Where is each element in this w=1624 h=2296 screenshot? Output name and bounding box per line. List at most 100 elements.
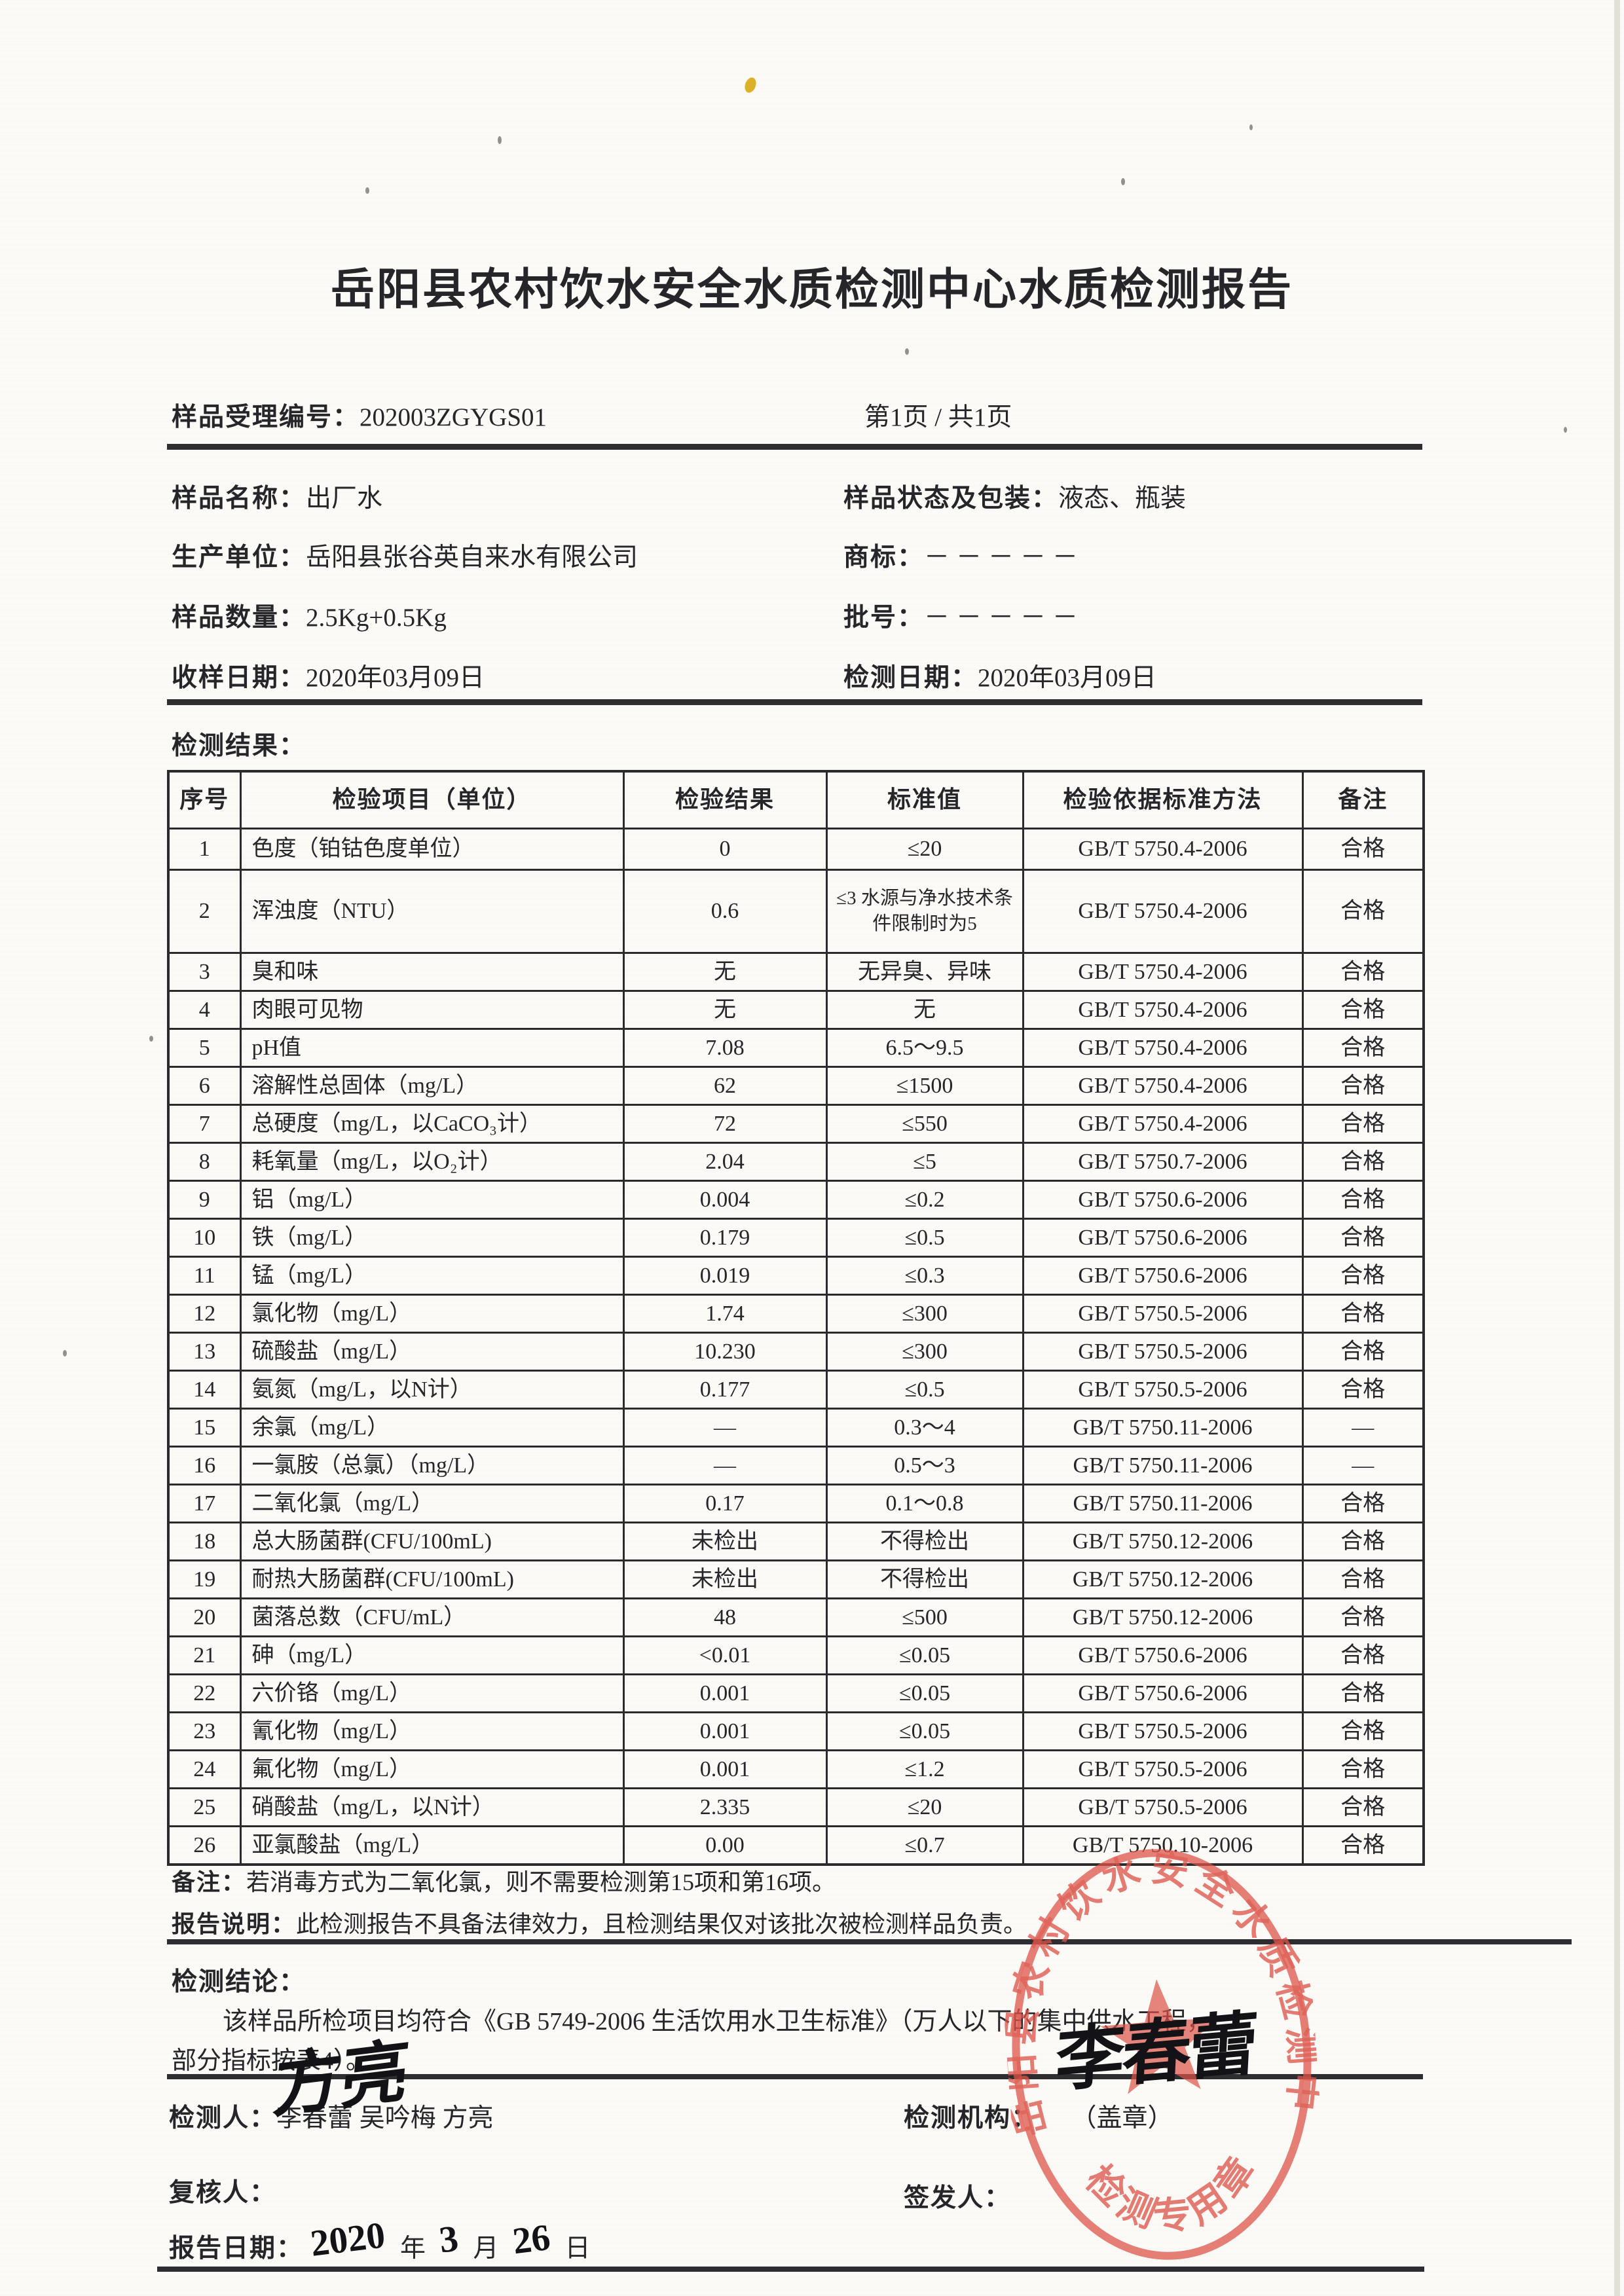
col-remark: 合格 bbox=[1301, 1104, 1425, 1144]
col-remark: 合格 bbox=[1301, 1522, 1425, 1561]
issuer-label: 签发人： bbox=[904, 2184, 1012, 2212]
col-remark: 合格 bbox=[1301, 1635, 1425, 1675]
col-result: 无 bbox=[622, 952, 828, 992]
col-item: 臭和味 bbox=[239, 952, 625, 992]
col-method: GB/T 5750.5-2006 bbox=[1022, 1332, 1304, 1372]
col-result: 0.179 bbox=[622, 1218, 828, 1258]
col-index: 15 bbox=[167, 1408, 242, 1448]
col-item: 余氯（mg/L） bbox=[239, 1408, 625, 1448]
col-method: GB/T 5750.12-2006 bbox=[1022, 1522, 1304, 1561]
sample-no-value: 202003ZGYGS01 bbox=[360, 403, 547, 431]
results-table-wrap: 序号 检验项目（单位） 检验结果 标准值 检验依据标准方法 备注 1 色度（铂钴色度单位） 0… bbox=[167, 770, 1425, 1866]
col-standard: 不得检出 bbox=[825, 1559, 1024, 1599]
quantity-value: 2.5Kg+0.5Kg bbox=[306, 604, 447, 632]
scan-speck bbox=[1249, 124, 1253, 130]
package-label: 样品状态及包装： bbox=[843, 484, 1059, 513]
statement-label: 报告说明： bbox=[172, 1911, 297, 1937]
col-standard: ≤300 bbox=[825, 1294, 1024, 1334]
package-value: 液态、瓶装 bbox=[1058, 484, 1187, 513]
col-standard: ≤0.05 bbox=[825, 1635, 1024, 1675]
col-method: GB/T 5750.11-2006 bbox=[1022, 1484, 1304, 1523]
col-standard: ≤0.7 bbox=[825, 1825, 1024, 1866]
col-index: 7 bbox=[167, 1104, 242, 1144]
col-index: 13 bbox=[167, 1332, 242, 1372]
table-row: 4 肉眼可见物无无 GB/T 5750.4-2006 合格 bbox=[167, 990, 1425, 1030]
col-standard: 0.1～0.8 bbox=[825, 1484, 1024, 1523]
col-method: GB/T 5750.4-2006 bbox=[1022, 1028, 1304, 1068]
col-index: 11 bbox=[167, 1256, 242, 1296]
col-method: GB/T 5750.5-2006 bbox=[1022, 1787, 1304, 1827]
conclusion-label: 检测结论： bbox=[172, 1968, 306, 1996]
col-remark: — bbox=[1301, 1408, 1425, 1448]
reviewer-label: 复核人： bbox=[169, 2179, 277, 2207]
divider-line bbox=[167, 2074, 1423, 2079]
col-method: GB/T 5750.5-2006 bbox=[1022, 1749, 1304, 1789]
remark-text: 若消毒方式为二氧化氯，则不需要检测第15项和第16项。 bbox=[246, 1869, 836, 1895]
col-index: 8 bbox=[167, 1142, 242, 1182]
col-result: 72 bbox=[622, 1104, 828, 1144]
test-date-label: 检测日期： bbox=[843, 664, 978, 692]
batch-label: 批号： bbox=[843, 604, 925, 632]
col-result: 0.6 bbox=[622, 869, 828, 954]
table-row: 25 硝酸盐（mg/L，以N计） 2.335 ≤20 GB/T 5750.5-2006 合… bbox=[167, 1787, 1425, 1827]
table-row: 11 锰（mg/L） 0.019 ≤0.3 GB/T 5750.6-2006 合格 bbox=[167, 1256, 1425, 1296]
col-standard: 无异臭、异味 bbox=[825, 952, 1024, 992]
col-method: GB/T 5750.4-2006 bbox=[1022, 990, 1304, 1030]
col-item: 肉眼可见物 bbox=[239, 990, 625, 1030]
reviewer-signature: 方亮 bbox=[270, 2033, 413, 2126]
table-row: 2 浑浊度（NTU） 0.6 ≤3 水源与净水技术条件限制时为5 GB/T 5750.4… bbox=[167, 869, 1425, 954]
col-index: 20 bbox=[167, 1597, 242, 1637]
table-column-header: 序号 bbox=[167, 770, 242, 829]
col-result: 48 bbox=[622, 1597, 828, 1637]
batch-value: －－－－－ bbox=[924, 604, 1085, 632]
col-remark: 合格 bbox=[1301, 990, 1425, 1030]
table-row: 21 砷（mg/L） <0.01 ≤0.05 GB/T 5750.6-2006 合格 bbox=[167, 1635, 1425, 1675]
col-standard: 不得检出 bbox=[825, 1522, 1024, 1561]
col-index: 5 bbox=[167, 1028, 242, 1068]
divider-line bbox=[167, 444, 1422, 450]
col-index: 25 bbox=[167, 1787, 242, 1827]
table-header-row: 序号 检验项目（单位） 检验结果 标准值 检验依据标准方法 备注 bbox=[167, 770, 1425, 829]
col-result: 0.001 bbox=[622, 1749, 828, 1789]
col-remark: 合格 bbox=[1301, 1294, 1425, 1334]
table-row: 17 二氧化氯（mg/L） 0.17 0.1～0.8 GB/T 5750.11-2006… bbox=[167, 1484, 1425, 1523]
day-unit: 日 bbox=[564, 2234, 591, 2263]
scan-speck bbox=[905, 348, 909, 355]
col-item: 铝（mg/L） bbox=[239, 1180, 625, 1220]
report-date-month-hand: 3 bbox=[437, 2217, 461, 2261]
stamp-graphic: 岳阳县农村饮水安全水质检测中心 检测专用章 bbox=[969, 1799, 1328, 2260]
col-remark: 合格 bbox=[1301, 1711, 1425, 1751]
table-row: 20 菌落总数（CFU/mL） 48 ≤500 GB/T 5750.12-2006 合格 bbox=[167, 1597, 1425, 1637]
col-result: 10.230 bbox=[622, 1332, 828, 1372]
col-result: 7.08 bbox=[622, 1028, 828, 1068]
col-item: 浑浊度（NTU） bbox=[239, 869, 625, 954]
table-row: 7 总硬度（mg/L，以CaCO₃计） 72 ≤550 GB/T 5750.4-2006… bbox=[167, 1104, 1425, 1144]
remark-note: 备注：若消毒方式为二氧化氯，则不需要检测第15项和第16项。 bbox=[172, 1863, 836, 1897]
conclusion-line1: 该样品所检项目均符合《GB 5749-2006 生活饮用水卫生标准》（万人以下的… bbox=[223, 2008, 1211, 2035]
col-remark: 合格 bbox=[1301, 869, 1425, 954]
col-item: 铁（mg/L） bbox=[239, 1218, 625, 1258]
col-standard: ≤1500 bbox=[825, 1066, 1024, 1106]
table-column-header: 备注 bbox=[1301, 770, 1425, 829]
table-row: 1 色度（铂钴色度单位） 0 ≤20 GB/T 5750.4-2006 合格 bbox=[167, 828, 1425, 871]
official-stamp: 岳阳县农村饮水安全水质检测中心 检测专用章 bbox=[969, 1799, 1331, 2276]
col-item: 菌落总数（CFU/mL） bbox=[239, 1597, 625, 1637]
col-result: <0.01 bbox=[622, 1635, 828, 1675]
col-standard: ≤0.5 bbox=[825, 1370, 1024, 1410]
col-remark: 合格 bbox=[1301, 1749, 1425, 1789]
receive-date-value: 2020年03月09日 bbox=[306, 664, 485, 692]
table-row: 24 氟化物（mg/L） 0.001 ≤1.2 GB/T 5750.5-2006 合格 bbox=[167, 1749, 1425, 1789]
tester-label: 检测人： bbox=[169, 2104, 277, 2132]
brand-label: 商标： bbox=[843, 543, 925, 572]
col-standard: 无 bbox=[825, 990, 1024, 1030]
col-standard: 6.5～9.5 bbox=[825, 1028, 1024, 1068]
col-item: 硫酸盐（mg/L） bbox=[239, 1332, 625, 1372]
col-result: 0.177 bbox=[622, 1370, 828, 1410]
table-row: 15 余氯（mg/L） —0.3～4 GB/T 5750.11-2006— bbox=[167, 1408, 1425, 1448]
col-result: 未检出 bbox=[622, 1559, 828, 1599]
col-method: GB/T 5750.4-2006 bbox=[1022, 1104, 1304, 1144]
col-method: GB/T 5750.12-2006 bbox=[1022, 1559, 1304, 1599]
col-remark: 合格 bbox=[1301, 1787, 1425, 1827]
tester-names: 李春蕾 吴吟梅 方亮 bbox=[276, 2104, 494, 2132]
